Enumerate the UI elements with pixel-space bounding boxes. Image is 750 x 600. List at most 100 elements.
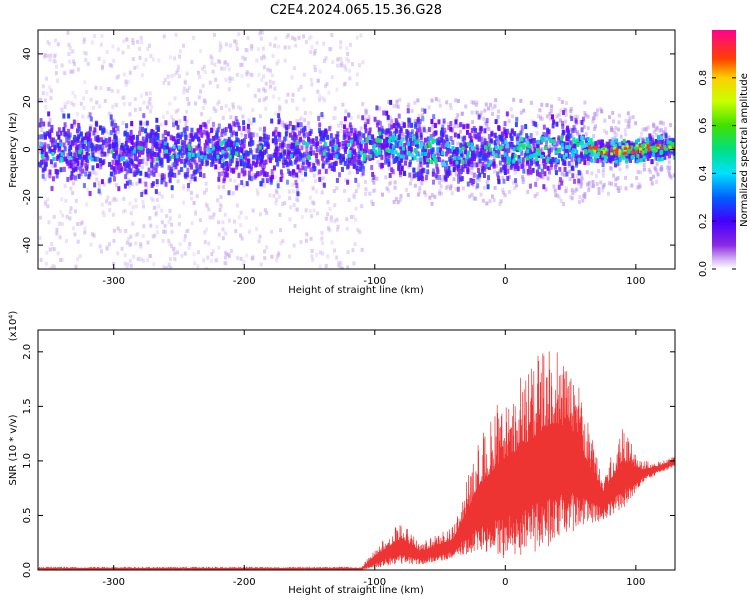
spectrogram-cell: [418, 127, 422, 133]
spectrogram-cell: [49, 88, 53, 93]
spectrogram-cell: [41, 84, 45, 89]
spectrogram-cell: [673, 150, 675, 156]
spectrogram-cell: [569, 133, 573, 139]
spectrogram-cell: [209, 161, 213, 167]
spectrogram-cell: [75, 128, 79, 134]
spectrogram-cell: [443, 162, 447, 167]
spectrogram-cell: [202, 173, 206, 179]
spectrogram-cell: [521, 177, 525, 182]
spectrogram-cell: [449, 121, 453, 127]
spectrogram-cell: [228, 178, 232, 183]
spectrogram-cell: [258, 136, 262, 142]
spectrogram-cell: [477, 177, 481, 182]
spectrogram-cell: [71, 156, 75, 162]
spectrogram-cell: [151, 57, 155, 62]
spectrogram-cell: [487, 175, 491, 181]
spectrogram-cell: [450, 191, 454, 196]
spectrogram-cell: [188, 241, 192, 246]
spectrogram-cell: [203, 122, 207, 128]
spectrogram-cell: [272, 165, 276, 171]
spectrogram-cell: [560, 136, 564, 141]
spectrogram-cell: [300, 215, 304, 220]
spectrogram-cell: [303, 145, 307, 150]
spectrogram-cell: [623, 151, 627, 155]
spectrogram-cell: [452, 177, 456, 182]
spectrogram-cell: [385, 142, 389, 148]
spectrogram-cell: [128, 179, 132, 185]
spectrogram-cell: [187, 102, 191, 107]
spectrogram-cell: [148, 96, 152, 101]
spectrogram-cell: [227, 123, 231, 129]
spectrogram-cell: [251, 208, 255, 213]
spectrogram-cell: [121, 156, 125, 161]
spectrogram-cell: [647, 148, 651, 152]
spectrogram-cell: [364, 117, 368, 122]
spectrogram-cell: [288, 120, 292, 126]
spectrogram-cell: [313, 49, 317, 54]
spectrogram-cell: [584, 132, 588, 137]
spectrogram-cell: [321, 163, 325, 169]
spectrogram-cell: [168, 177, 172, 183]
spectrogram-cell: [274, 135, 278, 141]
spectrogram-cell: [407, 141, 411, 146]
spectrogram-cell: [564, 186, 568, 191]
spectrogram-cell: [564, 113, 568, 118]
spectrogram-cell: [44, 261, 48, 266]
spectrogram-cell: [103, 98, 107, 103]
spectrogram-cell: [399, 126, 403, 132]
spectrogram-cell: [295, 197, 299, 202]
spectrogram-cell: [215, 258, 219, 263]
spectrogram-cell: [53, 144, 57, 150]
spectrogram-cell: [449, 126, 453, 132]
spectrogram-cell: [163, 77, 167, 82]
spectrogram-cell: [607, 181, 611, 186]
spectrogram-cell: [237, 215, 241, 220]
spectrogram-cell: [291, 98, 295, 103]
spectrogram-cell: [520, 142, 524, 147]
spectrogram-cell: [386, 114, 390, 120]
spectrogram-cell: [50, 242, 54, 247]
spectrogram-cell: [198, 218, 202, 223]
spectrogram-cell: [339, 40, 343, 45]
spectrogram-cell: [270, 169, 274, 175]
spectrogram-cell: [147, 43, 151, 48]
spectrogram-cell: [42, 121, 46, 127]
spectrogram-cell: [90, 145, 94, 151]
spectrogram-cell: [51, 246, 55, 251]
spectrogram-cell: [545, 103, 549, 108]
spectrogram-cell: [274, 143, 278, 149]
spectrogram-cell: [179, 158, 183, 164]
spectrogram-cell: [351, 159, 355, 165]
spectrogram-cell: [415, 135, 419, 141]
spectrogram-cell: [362, 153, 366, 158]
spectrogram-cell: [225, 172, 229, 178]
spectrogram-cell: [387, 153, 391, 159]
spectrogram-cell: [607, 144, 611, 150]
spectrogram-cell: [361, 102, 365, 107]
spectrogram-cell: [555, 121, 559, 127]
spectrogram-cell: [316, 78, 320, 83]
spectrogram-cell: [277, 131, 281, 137]
spectrogram-cell: [669, 175, 673, 180]
spectrogram-cell: [345, 127, 349, 133]
spectrogram-cell: [548, 111, 552, 116]
spectrogram-cell: [302, 131, 306, 137]
spectrogram-cell: [668, 153, 672, 159]
spectrogram-cell: [147, 151, 151, 157]
spectrogram-cell: [311, 257, 315, 262]
spectrogram-cell: [162, 173, 166, 179]
spectrogram-cell: [560, 100, 564, 105]
spectrogram-cell: [391, 144, 395, 149]
spectrogram-cell: [414, 123, 418, 129]
spectrogram-cell: [307, 120, 311, 125]
spectrogram-cell: [59, 142, 63, 147]
spectrogram-cell: [158, 147, 162, 153]
spectrogram-cell: [302, 157, 306, 162]
spectrogram-cell: [411, 140, 415, 146]
spectrogram-cell: [316, 211, 320, 216]
spectrogram-cell: [316, 159, 320, 165]
spectrogram-cell: [221, 171, 225, 177]
spectrogram-cell: [251, 154, 255, 160]
spectrogram-cell: [401, 146, 405, 151]
spectrogram-cell: [210, 60, 214, 65]
